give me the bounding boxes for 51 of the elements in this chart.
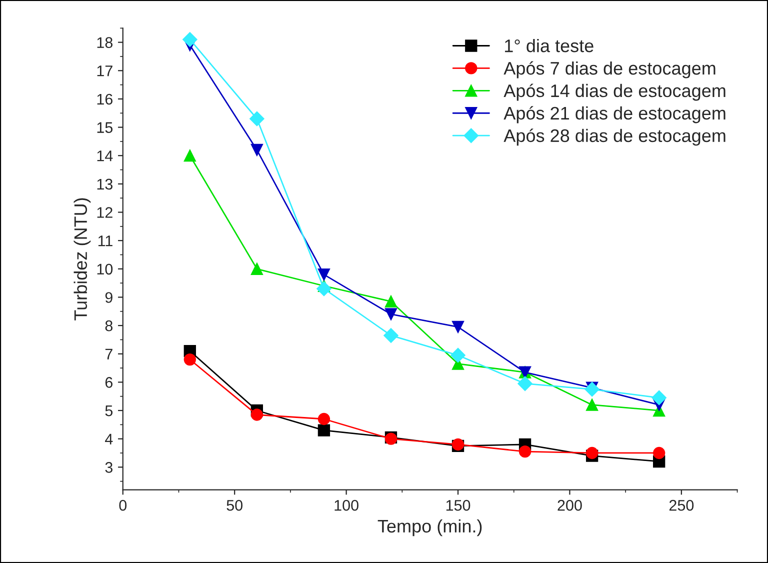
point <box>184 150 196 162</box>
y-tick-label: 6 <box>105 377 112 388</box>
x-tick-label: 250 <box>669 500 694 511</box>
y-tick-label: 12 <box>97 207 112 218</box>
y-tick-label: 18 <box>97 37 112 48</box>
y-tick-label: 13 <box>97 178 112 190</box>
point <box>452 320 464 334</box>
y-tick-label: 4 <box>105 434 113 444</box>
y-tick-label: 7 <box>105 348 112 360</box>
point <box>318 268 330 281</box>
point <box>182 32 198 47</box>
point <box>318 424 330 436</box>
x-axis-title: Tempo (min.) <box>378 519 482 536</box>
point <box>184 353 196 366</box>
legend-label: Após 7 dias de estocagem <box>504 61 716 78</box>
y-axis-title: Turbidez (NTU) <box>74 198 91 320</box>
x-tick-label: 50 <box>226 500 242 511</box>
y-tick-label: 3 <box>105 462 112 473</box>
point <box>652 390 666 406</box>
x-tick-label: 100 <box>334 500 358 511</box>
legend-label: 1° dia teste <box>505 38 594 52</box>
point <box>586 446 598 460</box>
point <box>250 111 264 126</box>
point <box>250 262 264 275</box>
point <box>384 328 398 343</box>
point <box>384 308 398 320</box>
y-tick-label: 11 <box>98 236 112 246</box>
point <box>586 398 598 411</box>
y-tick-label: 16 <box>97 94 112 105</box>
point <box>318 412 330 426</box>
legend-label: Após 14 dias de estocagem <box>504 84 726 101</box>
y-tick-label: 8 <box>105 320 112 332</box>
point <box>518 376 532 391</box>
point <box>316 281 332 296</box>
x-tick-label: 150 <box>446 500 470 511</box>
point <box>450 348 466 363</box>
y-tick-label: 10 <box>97 264 113 275</box>
y-tick-label: 5 <box>105 406 113 416</box>
point <box>518 446 532 458</box>
x-tick-label: 200 <box>558 500 582 511</box>
y-tick-label: 9 <box>105 292 112 303</box>
legend-label: Após 28 dias de estocagem <box>504 128 726 146</box>
y-tick-label: 17 <box>97 66 112 76</box>
point <box>250 408 264 421</box>
point <box>384 295 398 308</box>
x-tick-label: 0 <box>119 500 127 511</box>
legend-label: Após 21 dias de estocagem <box>504 106 726 124</box>
point <box>250 144 264 156</box>
point <box>653 446 666 460</box>
y-tick-label: 14 <box>97 150 113 162</box>
y-tick-label: 15 <box>97 122 113 133</box>
